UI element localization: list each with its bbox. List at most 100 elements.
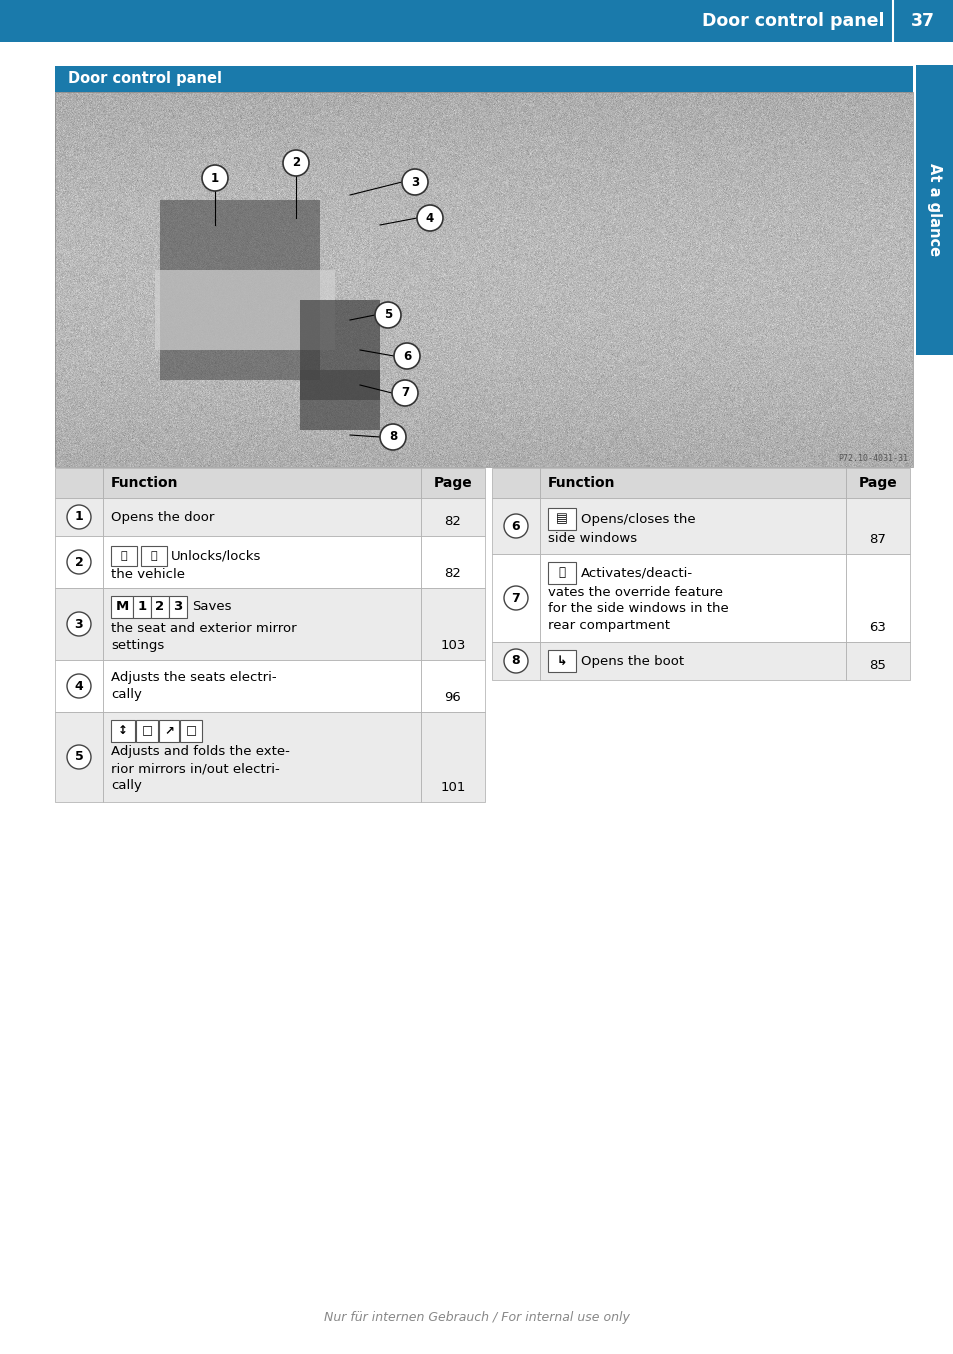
Text: 2: 2: [155, 601, 164, 613]
Text: P72.10-4031-31: P72.10-4031-31: [837, 454, 907, 463]
Bar: [136, 720, 158, 742]
Circle shape: [67, 674, 91, 699]
Text: □: □: [185, 724, 196, 738]
Circle shape: [67, 745, 91, 769]
Circle shape: [392, 380, 417, 406]
Bar: [55, 536, 103, 588]
Bar: [420, 712, 484, 802]
Text: 6: 6: [511, 520, 519, 532]
Text: 101: 101: [440, 781, 465, 793]
Bar: [492, 498, 539, 554]
Bar: [111, 596, 132, 617]
Bar: [420, 536, 484, 588]
Bar: [845, 468, 909, 498]
Bar: [845, 498, 909, 554]
Bar: [103, 536, 420, 588]
Bar: [55, 92, 912, 467]
Text: 82: 82: [444, 515, 461, 528]
Text: ⛔: ⛔: [558, 566, 565, 580]
Text: 82: 82: [444, 567, 461, 580]
Text: Opens/closes the: Opens/closes the: [580, 513, 695, 525]
Bar: [539, 642, 845, 680]
Text: 3: 3: [74, 617, 83, 631]
Text: 1: 1: [211, 172, 219, 184]
Bar: [103, 498, 420, 536]
Bar: [55, 588, 103, 659]
Text: 2: 2: [292, 157, 300, 169]
Text: 4: 4: [74, 680, 83, 692]
Text: 2: 2: [74, 555, 83, 569]
Bar: [420, 468, 484, 498]
Text: the seat and exterior mirror: the seat and exterior mirror: [111, 621, 296, 635]
Text: ↕: ↕: [118, 724, 128, 738]
Text: 63: 63: [868, 621, 885, 634]
Text: the vehicle: the vehicle: [111, 567, 185, 581]
Circle shape: [379, 424, 406, 450]
Text: 3: 3: [411, 176, 418, 188]
Bar: [547, 508, 576, 529]
Bar: [103, 659, 420, 712]
Text: 1: 1: [137, 601, 147, 613]
Text: rear compartment: rear compartment: [547, 620, 669, 632]
Circle shape: [401, 169, 428, 195]
Circle shape: [503, 649, 527, 673]
Text: Function: Function: [111, 477, 178, 490]
Text: 6: 6: [402, 349, 411, 363]
Text: 87: 87: [868, 533, 885, 546]
Text: cally: cally: [111, 780, 142, 792]
Text: 5: 5: [383, 309, 392, 321]
Text: 8: 8: [389, 431, 396, 444]
Text: Nur für internen Gebrauch / For internal use only: Nur für internen Gebrauch / For internal…: [324, 1312, 629, 1324]
Circle shape: [416, 204, 442, 232]
Bar: [492, 468, 539, 498]
Bar: [55, 712, 103, 802]
Text: Door control panel: Door control panel: [68, 72, 222, 87]
Text: □: □: [141, 724, 152, 738]
Bar: [539, 468, 845, 498]
Text: 5: 5: [74, 750, 83, 764]
Bar: [845, 554, 909, 642]
Bar: [159, 720, 179, 742]
Bar: [0, 0, 953, 42]
Circle shape: [394, 343, 419, 370]
Bar: [141, 546, 167, 566]
Text: Door control panel: Door control panel: [701, 12, 884, 30]
Bar: [132, 596, 151, 617]
Text: cally: cally: [111, 688, 142, 701]
Text: 1: 1: [74, 510, 83, 524]
Bar: [111, 546, 137, 566]
Bar: [55, 498, 103, 536]
Text: 3: 3: [173, 601, 182, 613]
Bar: [151, 596, 169, 617]
Bar: [547, 650, 576, 672]
Text: ▤: ▤: [556, 513, 567, 525]
Text: Activates/deacti-: Activates/deacti-: [580, 566, 693, 580]
Circle shape: [283, 150, 309, 176]
Bar: [111, 720, 135, 742]
Text: Adjusts and folds the exte-: Adjusts and folds the exte-: [111, 746, 290, 758]
Text: rior mirrors in/out electri-: rior mirrors in/out electri-: [111, 762, 279, 776]
Text: side windows: side windows: [547, 532, 637, 544]
Bar: [420, 659, 484, 712]
Text: Function: Function: [547, 477, 615, 490]
Text: 103: 103: [440, 639, 465, 653]
Bar: [492, 554, 539, 642]
Text: M: M: [115, 601, 129, 613]
Bar: [55, 659, 103, 712]
Text: 85: 85: [868, 659, 885, 672]
Bar: [55, 468, 103, 498]
Text: 37: 37: [910, 12, 934, 30]
Text: Opens the door: Opens the door: [111, 510, 214, 524]
Bar: [55, 66, 912, 92]
Circle shape: [67, 612, 91, 636]
Circle shape: [503, 515, 527, 538]
Text: ↳: ↳: [557, 654, 567, 668]
Text: Page: Page: [858, 477, 897, 490]
Text: Opens the boot: Opens the boot: [580, 654, 683, 668]
Text: 8: 8: [511, 654, 519, 668]
Bar: [539, 554, 845, 642]
Text: Unlocks/locks: Unlocks/locks: [171, 550, 261, 562]
Text: settings: settings: [111, 639, 164, 653]
Text: 🔓: 🔓: [121, 551, 127, 561]
Text: Adjusts the seats electri-: Adjusts the seats electri-: [111, 672, 276, 684]
